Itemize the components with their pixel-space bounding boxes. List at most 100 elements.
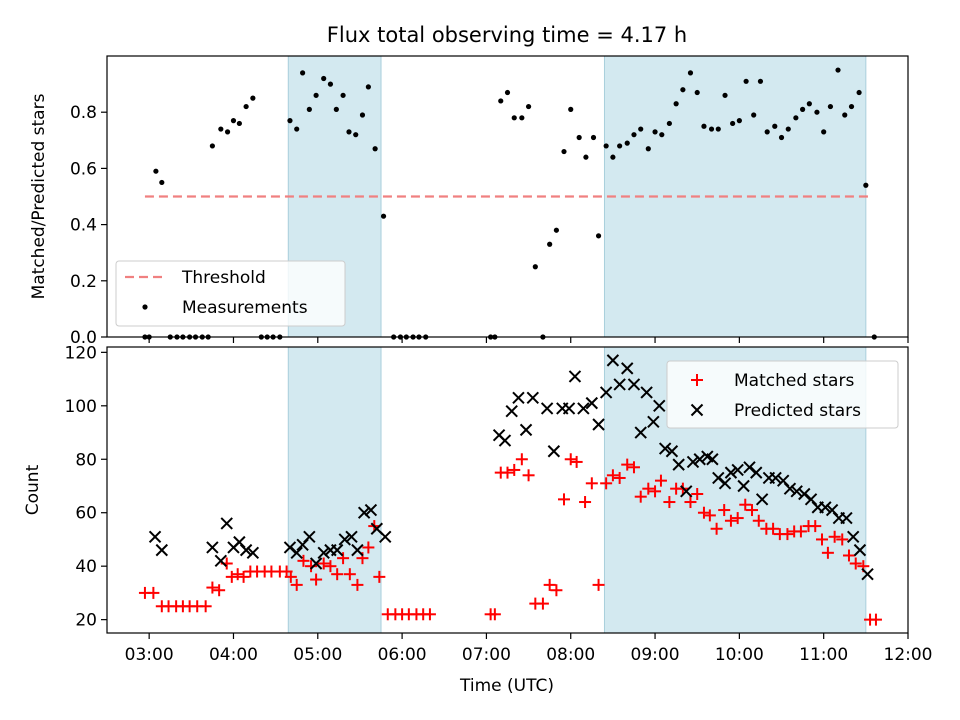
bottom-y-tick-label: 20 bbox=[75, 611, 97, 631]
bottom-y-tick-label: 100 bbox=[65, 397, 97, 417]
measurement-point bbox=[659, 132, 665, 138]
matched-star-point bbox=[231, 568, 244, 581]
matched-star-point bbox=[310, 573, 323, 586]
measurement-point bbox=[835, 67, 841, 73]
predicted-star-point bbox=[214, 554, 228, 568]
measurement-point bbox=[504, 89, 511, 96]
matched-star-point bbox=[297, 554, 310, 567]
top-y-tick-label: 0.0 bbox=[70, 328, 97, 348]
top-y-tick-label: 0.8 bbox=[70, 103, 97, 123]
top-y-axis-ticks: 0.0 0.2 0.4 0.6 0.8 bbox=[70, 103, 107, 348]
matched-star-point bbox=[362, 541, 375, 554]
matched-star-point bbox=[423, 608, 436, 621]
measurement-point bbox=[778, 134, 785, 141]
bottom-y-axis-ticks: 20 40 60 80 100 120 bbox=[65, 343, 107, 631]
measurement-point bbox=[856, 89, 862, 96]
predicted-star-point bbox=[658, 442, 672, 455]
predicted-star-point bbox=[155, 543, 169, 557]
matched-star-point bbox=[718, 504, 731, 517]
predicted-star-point bbox=[206, 541, 219, 554]
measurement-point bbox=[743, 78, 749, 84]
predicted-star-point bbox=[220, 517, 233, 530]
matched-star-point bbox=[703, 509, 716, 522]
measurement-point bbox=[764, 129, 770, 135]
predicted-star-point bbox=[627, 378, 641, 391]
predicted-star-point bbox=[345, 530, 358, 543]
matched-star-point bbox=[331, 568, 344, 581]
measurement-point bbox=[519, 115, 525, 121]
measurement-point bbox=[863, 182, 869, 188]
matched-star-point bbox=[849, 557, 862, 570]
predicted-star-point bbox=[647, 415, 660, 429]
measurement-point bbox=[736, 118, 742, 124]
matched-star-point bbox=[290, 578, 303, 591]
predicted-star-point bbox=[568, 370, 582, 383]
measurement-point bbox=[346, 129, 352, 135]
bottom-x-tick-label: 11:00 bbox=[799, 645, 848, 665]
measurement-point bbox=[372, 146, 378, 152]
matched-star-point bbox=[746, 504, 759, 517]
measurement-point bbox=[722, 92, 728, 98]
measurement-point bbox=[327, 81, 334, 87]
predicted-star-point bbox=[317, 546, 330, 560]
predicted-star-point bbox=[338, 533, 351, 546]
predicted-star-point bbox=[613, 378, 626, 391]
predicted-star-point bbox=[290, 546, 303, 560]
predicted-star-point bbox=[769, 471, 782, 485]
predicted-star-point bbox=[592, 418, 605, 431]
matched-star-point bbox=[821, 546, 834, 559]
matched-star-point bbox=[213, 584, 226, 597]
top-y-axis-label: Matched/Predicted stars bbox=[29, 93, 49, 299]
measurement-point bbox=[680, 87, 686, 93]
bottom-x-tick-label: 10:00 bbox=[715, 645, 764, 665]
predicted-star-point bbox=[693, 453, 706, 466]
predicted-star-point bbox=[840, 511, 853, 525]
top-x-axis-ticks bbox=[148, 337, 909, 343]
measurement-point bbox=[652, 129, 658, 135]
matched-star-point bbox=[724, 514, 737, 527]
measurement-point bbox=[511, 115, 517, 121]
measurement-point bbox=[294, 126, 300, 132]
bottom-panel-frame bbox=[106, 346, 909, 634]
matched-star-point bbox=[684, 496, 697, 509]
matched-star-point bbox=[337, 552, 350, 565]
matched-star-point bbox=[606, 469, 619, 482]
measurement-point bbox=[842, 112, 848, 118]
matched-star-point bbox=[488, 608, 501, 621]
predicted-star-point bbox=[599, 386, 613, 399]
matched-star-point bbox=[206, 581, 219, 594]
bottom-legend: Matched stars Predicted stars bbox=[666, 360, 899, 429]
predicted-star-point bbox=[357, 506, 371, 519]
matched-star-point bbox=[351, 578, 364, 591]
predicted-star-point bbox=[755, 493, 769, 506]
bottom-x-tick-label: 06:00 bbox=[378, 645, 427, 665]
measurement-point bbox=[230, 118, 237, 124]
predicted-star-point bbox=[737, 479, 750, 493]
legend-predicted-swatch bbox=[690, 403, 704, 417]
predicted-star-point bbox=[577, 402, 590, 415]
matched-star-point bbox=[550, 584, 563, 597]
matched-star-point bbox=[237, 570, 250, 583]
bottom-shaded-interval-1 bbox=[287, 346, 382, 634]
legend-matched-label: Matched stars bbox=[734, 371, 854, 391]
predicted-star-point bbox=[640, 386, 653, 399]
measurement-point bbox=[353, 132, 359, 138]
measurement-point bbox=[645, 146, 651, 152]
bottom-y-tick-label: 60 bbox=[75, 504, 97, 524]
matched-star-point bbox=[522, 469, 535, 482]
predicted-star-point bbox=[505, 404, 518, 418]
predicted-star-point bbox=[861, 567, 874, 581]
measurement-point bbox=[561, 148, 567, 155]
bottom-panel: 20 40 60 80 100 120 03:00 04:00 05:00 06:00 07:00… bbox=[23, 343, 933, 696]
predicted-star-point bbox=[718, 477, 732, 490]
measurement-point bbox=[532, 264, 538, 270]
bottom-x-tick-label: 09:00 bbox=[631, 645, 680, 665]
bottom-x-tick-label: 08:00 bbox=[546, 645, 595, 665]
predicted-star-point bbox=[606, 354, 620, 367]
predicted-star-point bbox=[853, 543, 867, 557]
matched-star-point bbox=[373, 570, 386, 583]
measurement-point bbox=[772, 123, 778, 129]
matched-star-point bbox=[579, 496, 592, 509]
legend-predicted-marker bbox=[690, 403, 704, 417]
bottom-y-tick-label: 80 bbox=[75, 450, 97, 470]
